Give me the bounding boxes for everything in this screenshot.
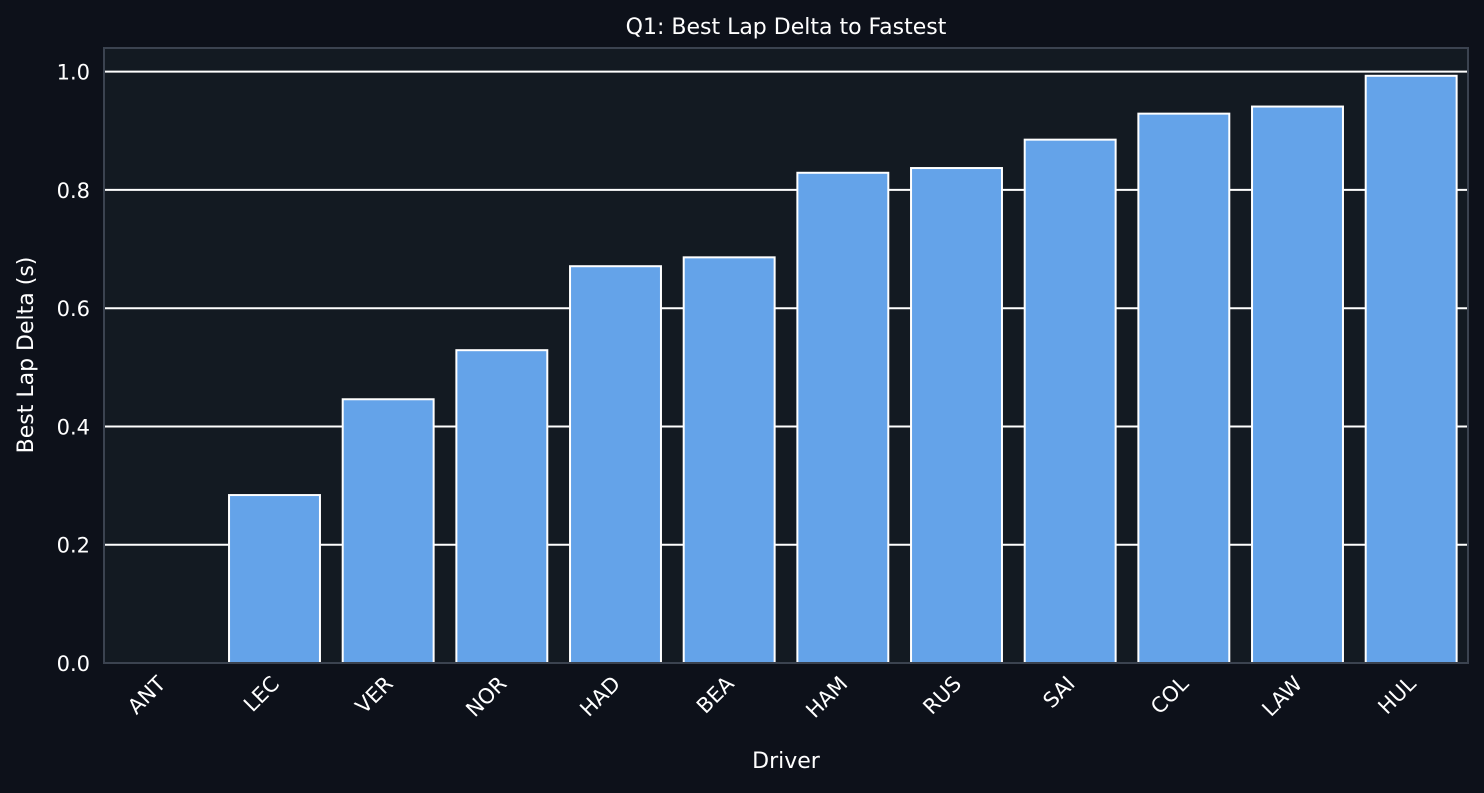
y-tick-label: 0.6: [57, 297, 90, 321]
bar-sai: [1023, 138, 1117, 665]
bar-ham: [796, 171, 890, 664]
bar-law: [1251, 105, 1344, 664]
y-tick-label: 0.4: [57, 415, 90, 439]
bar-lec: [228, 494, 321, 664]
plot-frame: [103, 47, 1469, 664]
y-tick-label: 1.0: [57, 61, 90, 85]
bar-hul: [1364, 74, 1458, 664]
y-tick-label: 0.2: [57, 534, 90, 558]
bar-col: [1137, 112, 1231, 665]
chart-title: Q1: Best Lap Delta to Fastest: [626, 15, 947, 40]
bar-bea: [682, 256, 776, 664]
bar-rus: [910, 167, 1003, 664]
bar-ver: [341, 398, 435, 664]
y-tick-labels: 0.0 0.2 0.4 0.6 0.8 1.0: [57, 61, 90, 676]
plot-area: [104, 48, 1468, 663]
y-tick-label: 0.8: [57, 179, 90, 203]
bar-had: [569, 265, 662, 664]
y-tick-label: 0.0: [57, 652, 90, 676]
bar-nor: [455, 349, 549, 664]
x-axis-label: Driver: [752, 749, 821, 774]
y-axis-label: Best Lap Delta (s): [14, 257, 39, 454]
bars: [228, 74, 1458, 665]
